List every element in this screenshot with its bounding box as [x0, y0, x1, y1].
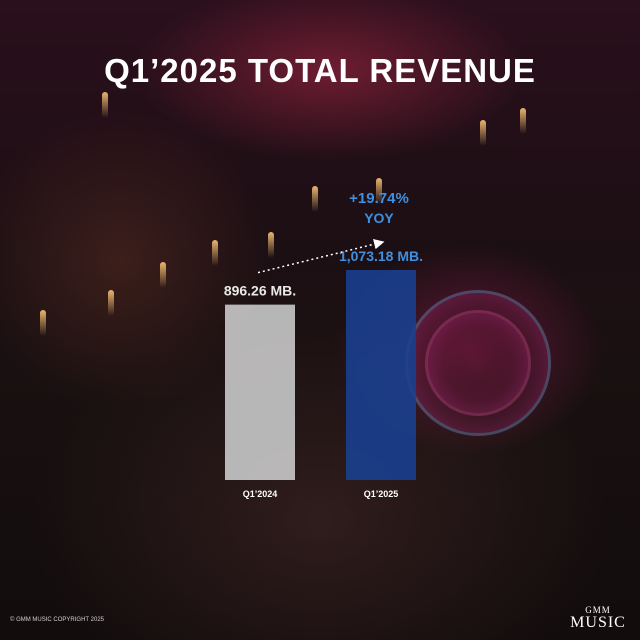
bar-value-label: 1,073.18 MB. — [339, 248, 423, 264]
growth-period-label: YOY — [364, 210, 394, 226]
bar-value-label: 896.26 MB. — [224, 283, 296, 299]
flame-effect — [376, 178, 382, 204]
flame-effect — [480, 120, 486, 146]
copyright-text: © GMM MUSIC COPYRIGHT 2025 — [10, 617, 104, 623]
flame-effect — [102, 92, 108, 118]
bar-1 — [225, 304, 295, 480]
chart-title: Q1’2025 TOTAL REVENUE — [104, 52, 536, 89]
flame-effect — [160, 262, 166, 288]
growth-percent-label: +19.74% — [349, 190, 409, 207]
flame-effect — [212, 240, 218, 266]
flame-effect — [40, 310, 46, 336]
logo-top-text: GMM — [585, 605, 611, 615]
gmm-music-logo: GMM MUSIC — [566, 606, 630, 631]
flame-effect — [520, 108, 526, 134]
flame-effect — [268, 232, 274, 258]
bar-2 — [346, 270, 416, 480]
category-label: Q1’2025 — [364, 489, 399, 499]
logo-bottom-text: MUSIC — [570, 614, 626, 631]
category-label: Q1’2024 — [243, 489, 278, 499]
flame-effect — [108, 290, 114, 316]
flame-effect — [312, 186, 318, 212]
growth-arrow — [257, 239, 385, 274]
stage-ring-inner — [425, 310, 531, 416]
